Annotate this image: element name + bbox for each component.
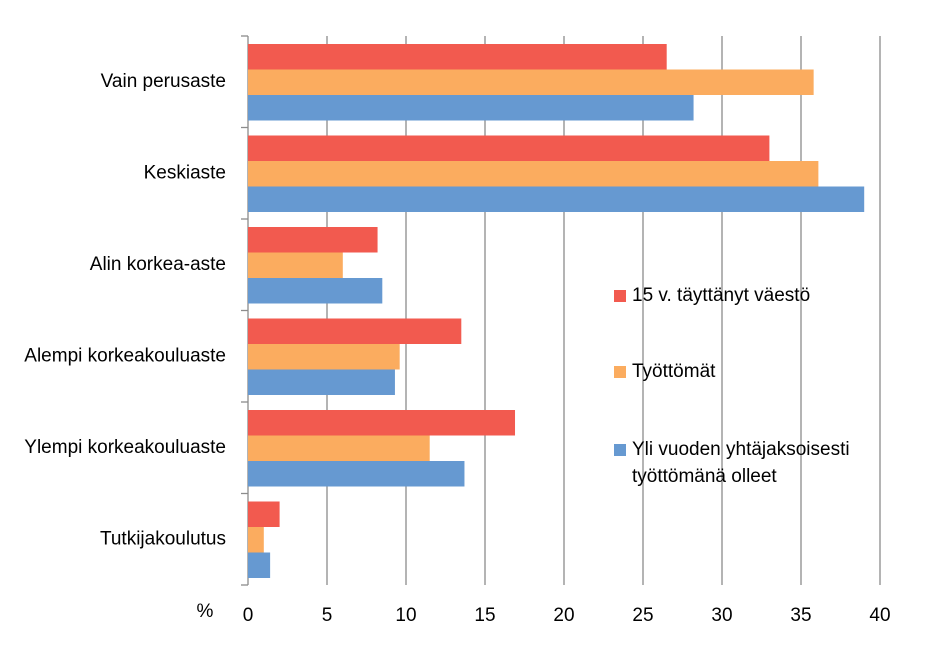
x-axis-label: % <box>197 601 214 622</box>
x-tick-label: 5 <box>322 605 333 626</box>
bar <box>248 527 264 553</box>
y-tick-label: Keskiaste <box>144 162 226 183</box>
bar <box>248 227 378 253</box>
bar <box>248 410 516 436</box>
x-tick-label: 15 <box>474 605 495 626</box>
y-tick-label: Alempi korkeakouluaste <box>24 345 226 366</box>
x-tick-label: 35 <box>790 605 811 626</box>
legend-label: Työttömät <box>632 361 716 382</box>
x-tick-label: 40 <box>869 605 890 626</box>
bar <box>248 95 694 121</box>
y-tick-label: Ylempi korkeakouluaste <box>24 437 226 458</box>
y-tick-label: Alin korkea-aste <box>90 254 226 275</box>
bar <box>248 135 770 161</box>
bar <box>248 186 865 212</box>
bar <box>248 501 280 527</box>
bar <box>248 369 395 395</box>
y-tick-label: Vain perusaste <box>101 71 226 92</box>
bar <box>248 435 430 461</box>
x-tick-label: 20 <box>553 605 574 626</box>
x-tick-label: 30 <box>711 605 732 626</box>
legend-swatch <box>614 290 626 302</box>
legend-label: 15 v. täyttänyt väestö <box>632 285 811 306</box>
bar <box>248 552 271 578</box>
bar <box>248 461 465 487</box>
bar <box>248 344 400 370</box>
x-tick-label: 25 <box>632 605 653 626</box>
x-tick-label: 0 <box>243 605 254 626</box>
x-tick-label: 10 <box>395 605 416 626</box>
legend-swatch <box>614 444 626 456</box>
bar <box>248 318 462 344</box>
bar <box>248 44 667 70</box>
bar <box>248 69 814 95</box>
bar <box>248 161 819 187</box>
legend-swatch <box>614 366 626 378</box>
bar <box>248 278 383 304</box>
legend-label: Yli vuoden yhtäjaksoisesti työttömänä ol… <box>632 439 850 487</box>
y-tick-label: Tutkijakoulutus <box>100 528 226 549</box>
bar <box>248 252 343 278</box>
